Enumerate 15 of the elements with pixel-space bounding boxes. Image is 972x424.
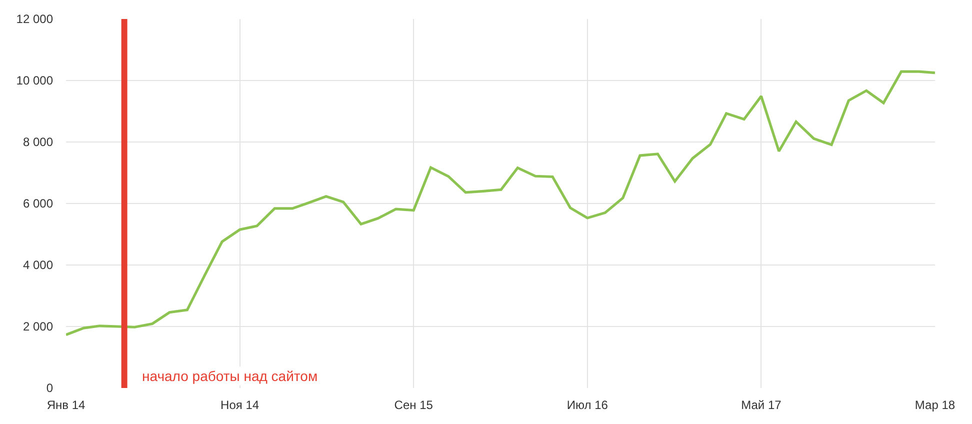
x-tick-label: Сен 15 (394, 398, 434, 412)
y-tick-label: 4 000 (22, 258, 54, 272)
x-tick-label: Июл 16 (566, 398, 608, 412)
y-tick-label: 8 000 (22, 135, 54, 150)
y-tick-label: 12 000 (16, 12, 54, 26)
x-tick-label: Ноя 14 (220, 398, 260, 412)
y-tick-label: 6 000 (22, 196, 54, 211)
line-series (66, 70, 935, 336)
x-tick-label: Янв 14 (46, 398, 86, 412)
ref-line-label: начало работы над сайтом (142, 368, 318, 384)
y-tick-label: 0 (46, 381, 54, 396)
y-tick-label: 2 000 (22, 320, 54, 334)
y-tick-label: 10 000 (16, 74, 54, 88)
x-tick-label: Май 17 (741, 398, 782, 412)
x-tick-label: Мар 18 (914, 398, 956, 412)
